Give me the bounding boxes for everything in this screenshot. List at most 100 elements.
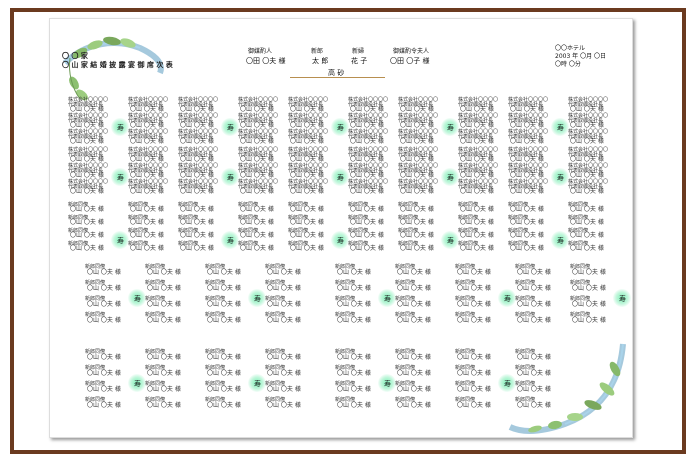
kotobuki-mark: 寿 — [384, 380, 391, 388]
guest-name: 〇山 〇夫 様 — [207, 285, 241, 292]
table-center-glow — [221, 231, 239, 249]
guest-name: 〇山 〇夫 様 — [510, 138, 544, 145]
table-center-glow — [111, 168, 129, 186]
guest-relation: 新郎同僚 — [515, 397, 536, 403]
guest-name: 〇山 〇夫 様 — [400, 206, 434, 213]
guest-name: 〇山 〇夫 様 — [267, 269, 301, 276]
guest-name: 〇山 〇夫 様 — [400, 106, 434, 113]
guest-company: 株式会社〇〇〇〇 — [458, 97, 499, 103]
guest-title: 代表取締役社長 — [128, 118, 164, 124]
kotobuki-mark: 寿 — [134, 380, 141, 388]
guest-name: 〇山 〇夫 様 — [510, 172, 544, 179]
seating-chart-sheet: 〇 〇 家 〇 山 家 結 婚 披 露 宴 御 席 次 表 御媒酌人 〇田 〇夫… — [49, 18, 633, 438]
guest-relation: 新郎同僚 — [145, 312, 166, 318]
guest-name: 〇山 〇夫 様 — [207, 301, 241, 308]
kotobuki-mark: 寿 — [447, 237, 454, 245]
guest-name: 〇山 〇夫 様 — [397, 354, 431, 361]
kotobuki-mark: 寿 — [254, 380, 261, 388]
guest-relation: 新郎同僚 — [265, 312, 286, 318]
guest-relation: 新郎同僚 — [145, 381, 166, 387]
guest-name: 〇山 〇夫 様 — [517, 301, 551, 308]
guest-relation: 新郎同僚 — [335, 296, 356, 302]
guest-title: 代表取締役社長 — [128, 152, 164, 158]
guest-name: 〇山 〇夫 様 — [350, 122, 384, 129]
guest-relation: 新郎同僚 — [265, 280, 286, 286]
guest-relation: 新郎同僚 — [145, 280, 166, 286]
venue-hotel: 〇〇ホテル — [555, 45, 586, 52]
guest-relation: 新郎同僚 — [205, 296, 226, 302]
guest-name: 〇山 〇夫 様 — [207, 370, 241, 377]
guest-relation: 新郎同僚 — [570, 296, 591, 302]
groom-name: 太 郎 — [312, 57, 329, 65]
title-line2: 〇 山 家 結 婚 披 露 宴 御 席 次 表 — [62, 61, 173, 69]
guest-title: 代表取締役社長 — [568, 168, 604, 174]
guest-relation: 新郎同僚 — [68, 228, 89, 234]
guest-name: 〇山 〇夫 様 — [350, 245, 384, 252]
guest-name: 〇山 〇夫 様 — [180, 232, 214, 239]
guest-name: 〇山 〇夫 様 — [70, 206, 104, 213]
guest-name: 〇山 〇夫 様 — [87, 402, 121, 409]
guest-relation: 新郎同僚 — [85, 296, 106, 302]
guest-relation: 新郎同僚 — [455, 397, 476, 403]
guest-relation: 新郎同僚 — [68, 241, 89, 247]
kotobuki-mark: 寿 — [134, 295, 141, 303]
guest-name: 〇山 〇夫 様 — [207, 386, 241, 393]
guest-relation: 新郎同僚 — [335, 397, 356, 403]
guest-name: 〇山 〇夫 様 — [517, 354, 551, 361]
guest-name: 〇山 〇夫 様 — [267, 402, 301, 409]
kotobuki-mark: 寿 — [117, 174, 124, 182]
guest-name: 〇山 〇夫 様 — [147, 386, 181, 393]
guest-title: 代表取締役社長 — [288, 102, 324, 108]
guest-name: 〇山 〇夫 様 — [460, 138, 494, 145]
guest-title: 代表取締役社長 — [508, 102, 544, 108]
guest-company: 株式会社〇〇〇〇 — [398, 113, 439, 119]
guest-relation: 新郎同僚 — [85, 280, 106, 286]
guest-name: 〇山 〇夫 様 — [517, 269, 551, 276]
guest-name: 〇山 〇夫 様 — [400, 138, 434, 145]
guest-company: 株式会社〇〇〇〇 — [568, 163, 609, 169]
guest-relation: 新郎同僚 — [145, 349, 166, 355]
guest-company: 株式会社〇〇〇〇 — [288, 163, 329, 169]
guest-relation: 新郎同僚 — [68, 202, 89, 208]
guest-name: 〇山 〇夫 様 — [130, 172, 164, 179]
guest-name: 〇山 〇夫 様 — [130, 106, 164, 113]
floral-corner-top-left — [62, 36, 164, 101]
guest-relation: 新郎同僚 — [128, 228, 149, 234]
guest-title: 代表取締役社長 — [128, 184, 164, 190]
guest-name: 〇山 〇夫 様 — [460, 156, 494, 163]
table-center-glow — [111, 231, 129, 249]
guest-name: 〇山 〇夫 様 — [572, 317, 606, 324]
guest-name: 〇山 〇夫 様 — [207, 354, 241, 361]
guest-title: 代表取締役社長 — [178, 168, 214, 174]
guest-relation: 新郎同僚 — [85, 264, 106, 270]
guest-company: 株式会社〇〇〇〇 — [508, 147, 549, 153]
guest-name: 〇山 〇夫 様 — [397, 285, 431, 292]
guest-title: 代表取締役社長 — [398, 134, 434, 140]
guest-relation: 新郎同僚 — [238, 202, 259, 208]
guest-company: 株式会社〇〇〇〇 — [238, 163, 279, 169]
guest-name: 〇山 〇夫 様 — [290, 206, 324, 213]
guest-name: 〇山 〇夫 様 — [350, 188, 384, 195]
guest-name: 〇山 〇夫 様 — [267, 370, 301, 377]
guest-company: 株式会社〇〇〇〇 — [288, 147, 329, 153]
guest-relation: 新郎同僚 — [568, 228, 589, 234]
mediator-wife-label: 御媒酌令夫人 — [393, 48, 430, 55]
guest-relation: 新郎同僚 — [458, 215, 479, 221]
guest-name: 〇山 〇夫 様 — [400, 188, 434, 195]
guest-title: 代表取締役社長 — [288, 134, 324, 140]
guest-company: 株式会社〇〇〇〇 — [178, 113, 219, 119]
guest-relation: 新郎同僚 — [395, 312, 416, 318]
guest-name: 〇山 〇夫 様 — [350, 156, 384, 163]
guest-company: 株式会社〇〇〇〇 — [348, 163, 389, 169]
kotobuki-mark: 寿 — [227, 174, 234, 182]
guest-company: 株式会社〇〇〇〇 — [128, 179, 169, 185]
guest-name: 〇山 〇夫 様 — [397, 317, 431, 324]
guest-name: 〇山 〇夫 様 — [207, 317, 241, 324]
guest-name: 〇山 〇夫 様 — [337, 386, 371, 393]
guest-name: 〇山 〇夫 様 — [70, 138, 104, 145]
guest-company: 株式会社〇〇〇〇 — [398, 163, 439, 169]
guest-title: 代表取締役社長 — [128, 168, 164, 174]
guest-company: 株式会社〇〇〇〇 — [508, 179, 549, 185]
guest-name: 〇山 〇夫 様 — [570, 106, 604, 113]
table-center-glow — [248, 289, 266, 307]
